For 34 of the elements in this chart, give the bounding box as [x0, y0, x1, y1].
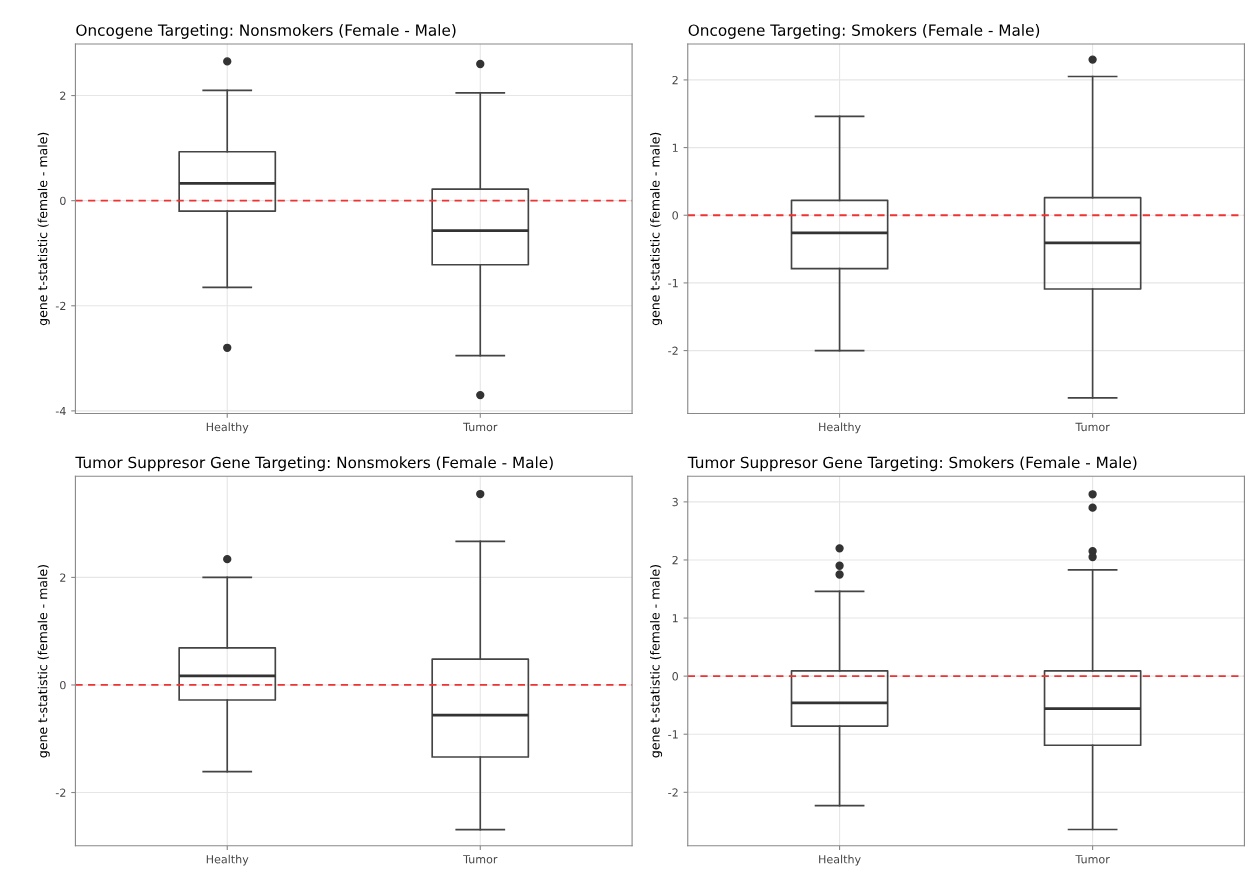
y-tick-label: 0 — [60, 680, 66, 690]
y-axis-title: gene t-statistic (female - male) — [37, 132, 50, 326]
x-tick-label: Healthy — [206, 422, 249, 434]
y-axis-title: gene t-statistic (female - male) — [650, 565, 663, 758]
chart-title: Oncogene Targeting: Smokers (Female - Male) — [688, 24, 1040, 39]
x-tick-label: Tumor — [463, 422, 498, 432]
y-tick-label: 3 — [672, 497, 678, 507]
y-tick-label: 2 — [672, 555, 678, 565]
x-tick-label: Tumor — [1075, 855, 1110, 864]
y-axis-title: gene t-statistic (female - male) — [37, 565, 50, 758]
chart-title: Oncogene Targeting: Nonsmokers (Female - Male) — [76, 24, 456, 39]
y-tick-label: -2 — [668, 346, 678, 355]
chart-title: Tumor Suppresor Gene Targeting: Smokers (Female - Male) — [687, 456, 1137, 472]
x-tick-label: Healthy — [206, 854, 249, 866]
y-tick-label: -2 — [55, 301, 66, 310]
y-tick-label: 2 — [60, 573, 66, 582]
y-tick-label: 1 — [672, 614, 678, 623]
x-tick-label: Tumor — [463, 855, 498, 864]
x-tick-label: Healthy — [819, 422, 861, 434]
y-tick-label: 0 — [60, 196, 66, 206]
y-tick-label: 0 — [672, 211, 678, 220]
x-tick-label: Healthy — [819, 854, 861, 866]
y-axis-title: gene t-statistic (female - male) — [650, 132, 663, 326]
y-tick-label: -1 — [668, 730, 678, 739]
y-tick-label: -1 — [668, 279, 678, 288]
y-tick-label: -2 — [55, 788, 66, 797]
y-tick-label: -4 — [55, 406, 66, 416]
y-tick-label: 2 — [60, 91, 66, 100]
y-tick-label: -2 — [668, 788, 678, 797]
chart-title: Tumor Suppresor Gene Targeting: Nonsmokers (Female - Male) — [75, 456, 553, 472]
x-tick-label: Tumor — [1075, 422, 1110, 432]
y-tick-label: 1 — [672, 143, 678, 152]
y-tick-label: 2 — [672, 75, 678, 85]
y-tick-label: 0 — [672, 672, 678, 681]
